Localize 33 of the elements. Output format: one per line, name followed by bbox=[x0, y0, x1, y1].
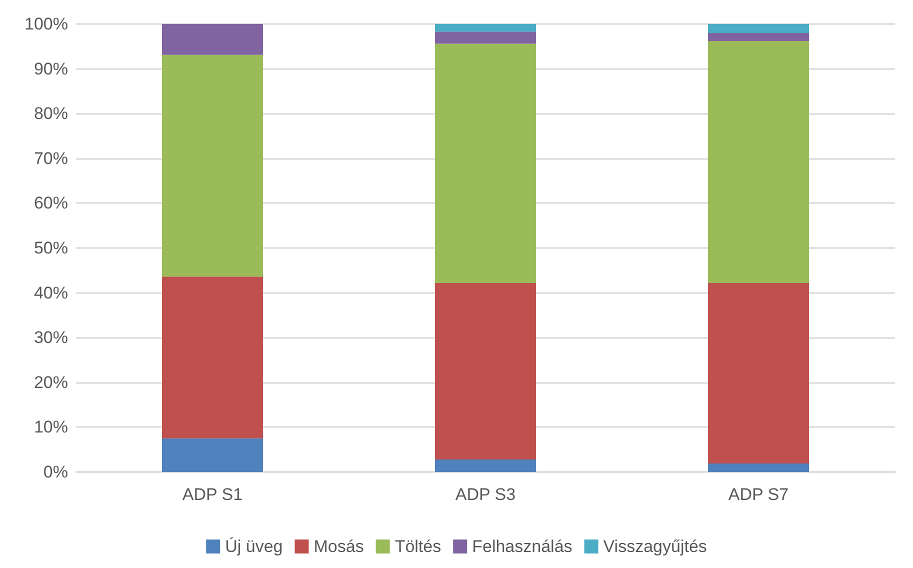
bar bbox=[434, 44, 536, 283]
y-tick-label: 90% bbox=[34, 59, 68, 78]
legend-label: Új üveg bbox=[225, 537, 283, 556]
bar bbox=[434, 459, 536, 472]
y-tick-label: 80% bbox=[34, 104, 68, 124]
y-tick-label: 60% bbox=[34, 194, 68, 213]
y-tick-label: 0% bbox=[43, 462, 68, 482]
legend-label: Visszagyűjtés bbox=[603, 537, 707, 556]
bar bbox=[162, 24, 264, 55]
bar bbox=[162, 276, 264, 438]
bar bbox=[708, 463, 810, 472]
x-tick-label: ADP S3 bbox=[455, 485, 516, 504]
bar bbox=[708, 282, 810, 464]
y-tick-label: 10% bbox=[34, 418, 68, 437]
bar bbox=[434, 24, 536, 32]
y-tick-label: 70% bbox=[34, 148, 68, 168]
bar bbox=[162, 54, 264, 277]
bar bbox=[708, 41, 810, 283]
y-tick-label: 30% bbox=[34, 328, 68, 348]
y-tick-label: 40% bbox=[34, 283, 68, 302]
bar bbox=[434, 282, 536, 460]
y-tick-label: 100% bbox=[24, 14, 68, 34]
x-tick-label: ADP S7 bbox=[728, 485, 789, 504]
legend-label: Töltés bbox=[394, 537, 442, 556]
y-tick-label: 20% bbox=[34, 372, 68, 392]
bar bbox=[434, 32, 536, 44]
legend-label: Mosás bbox=[314, 537, 364, 556]
y-tick-label: 50% bbox=[34, 238, 68, 258]
x-tick-label: ADP S1 bbox=[182, 485, 243, 504]
bar bbox=[708, 24, 810, 33]
legend-label: Felhasználás bbox=[472, 537, 572, 556]
bar bbox=[708, 32, 810, 42]
bar bbox=[162, 438, 264, 472]
